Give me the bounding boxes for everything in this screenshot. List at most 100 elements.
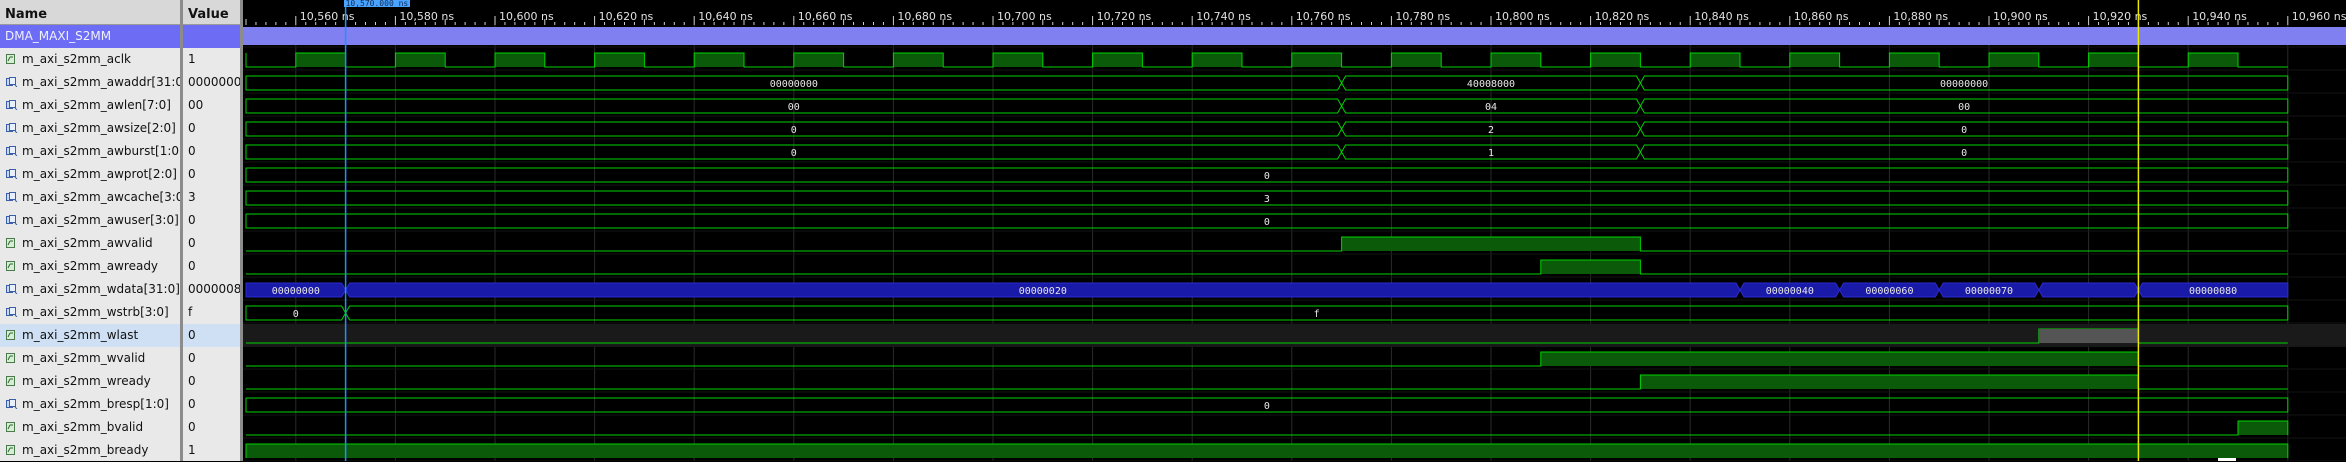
aclk-high-phase	[993, 53, 1043, 67]
signal-row-m-axi-s2mm-wready[interactable]: m_axi_s2mm_wready	[0, 370, 180, 393]
value-header[interactable]: Value	[183, 0, 240, 25]
ruler-tick-label: 10,580 ns	[399, 10, 454, 23]
signal-row-m-axi-s2mm-wstrb[interactable]: m_axi_s2mm_wstrb[3:0]	[0, 301, 180, 324]
signal-row-m-axi-s2mm-awaddr[interactable]: m_axi_s2mm_awaddr[31:0]	[0, 71, 180, 94]
signal-value-m-axi-s2mm-wstrb[interactable]: f	[183, 301, 240, 324]
signal-value-m-axi-s2mm-aclk[interactable]: 1	[183, 48, 240, 71]
bvalid-high-pulse	[2238, 421, 2288, 435]
signal-row-m-axi-s2mm-bready[interactable]: m_axi_s2mm_bready	[0, 439, 180, 462]
signal-value-m-axi-s2mm-awburst[interactable]: 0	[183, 140, 240, 163]
signal-row-m-axi-s2mm-awcache[interactable]: m_axi_s2mm_awcache[3:0]	[0, 186, 180, 209]
signal-row-m-axi-s2mm-wdata[interactable]: m_axi_s2mm_wdata[31:0]	[0, 278, 180, 301]
bit-signal-icon	[6, 54, 18, 64]
signal-row-m-axi-s2mm-wvalid[interactable]: m_axi_s2mm_wvalid	[0, 347, 180, 370]
signal-row-m-axi-s2mm-awvalid[interactable]: m_axi_s2mm_awvalid	[0, 232, 180, 255]
signal-row-m-axi-s2mm-aclk[interactable]: m_axi_s2mm_aclk	[0, 48, 180, 71]
signal-value-m-axi-s2mm-awprot[interactable]: 0	[183, 163, 240, 186]
signal-name: m_axi_s2mm_wstrb[3:0]	[22, 301, 169, 323]
ruler-tick-label: 10,760 ns	[1296, 10, 1351, 23]
awsize-segment-label: 0	[791, 125, 797, 136]
signal-row-m-axi-s2mm-bresp[interactable]: m_axi_s2mm_bresp[1:0]	[0, 393, 180, 416]
ruler-tick-label: 10,900 ns	[1993, 10, 2048, 23]
signal-row-m-axi-s2mm-awprot[interactable]: m_axi_s2mm_awprot[2:0]	[0, 163, 180, 186]
signal-row-m-axi-s2mm-awuser[interactable]: m_axi_s2mm_awuser[3:0]	[0, 209, 180, 232]
ruler-tick-label: 10,860 ns	[1794, 10, 1849, 23]
bus-signal-icon	[6, 100, 18, 110]
signal-name: m_axi_s2mm_awlen[7:0]	[22, 94, 171, 116]
signal-row-m-axi-s2mm-wlast[interactable]: m_axi_s2mm_wlast	[0, 324, 180, 347]
waveform-canvas[interactable]: 10,560 ns 10,580 ns 10,600 ns 10,620 ns 10,6…	[243, 0, 2346, 461]
signal-row-m-axi-s2mm-awlen[interactable]: m_axi_s2mm_awlen[7:0]	[0, 94, 180, 117]
awburst-segment-label: 1	[1488, 148, 1494, 159]
ruler-tick-label: 10,660 ns	[798, 10, 853, 23]
signal-row-m-axi-s2mm-awready[interactable]: m_axi_s2mm_awready	[0, 255, 180, 278]
signal-name: m_axi_s2mm_wready	[22, 370, 151, 392]
signal-name: m_axi_s2mm_wvalid	[22, 347, 145, 369]
aclk-high-phase	[1192, 53, 1242, 67]
signal-name: m_axi_s2mm_awaddr[31:0]	[22, 71, 180, 93]
awready-high-pulse	[1541, 260, 1641, 274]
wdata-segment	[2039, 283, 2139, 297]
group-row-dma-maxi-s2mm[interactable]: DMA_MAXI_S2MM	[0, 25, 180, 48]
signal-value-m-axi-s2mm-bvalid[interactable]: 0	[183, 416, 240, 439]
wready-high-pulse	[1640, 375, 2138, 389]
wstrb-segment-label: f	[1314, 309, 1320, 320]
signal-name: m_axi_s2mm_bready	[22, 439, 149, 461]
ruler-tick-label: 10,960 ns	[2292, 10, 2346, 23]
awcache-segment-label: 3	[1264, 194, 1270, 205]
aclk-high-phase	[1391, 53, 1441, 67]
group-bar	[243, 27, 2346, 45]
ruler-tick-label: 10,560 ns	[300, 10, 355, 23]
aclk-high-phase	[1790, 53, 1840, 67]
cursor-time-flag[interactable]: 10,570.000 ns	[344, 0, 411, 7]
aclk-high-phase	[495, 53, 545, 67]
signal-value-m-axi-s2mm-awsize[interactable]: 0	[183, 117, 240, 140]
signal-value-m-axi-s2mm-wdata[interactable]: 00000080	[183, 278, 240, 301]
signal-name: m_axi_s2mm_awsize[2:0]	[22, 117, 176, 139]
signal-value-m-axi-s2mm-wvalid[interactable]: 0	[183, 347, 240, 370]
signal-value-m-axi-s2mm-awlen[interactable]: 00	[183, 94, 240, 117]
aclk-high-phase	[296, 53, 346, 67]
wdata-segment-label: 00000060	[1865, 286, 1913, 297]
wstrb-segment-label: 0	[293, 309, 299, 320]
aclk-high-phase	[1093, 53, 1143, 67]
bus-signal-icon	[6, 284, 18, 294]
bus-signal-icon	[6, 215, 18, 225]
awlen-segment-label: 00	[788, 102, 800, 113]
bready-high-pulse	[246, 444, 2288, 458]
aclk-high-phase	[794, 53, 844, 67]
bit-signal-icon	[6, 353, 18, 363]
signal-value-m-axi-s2mm-awcache[interactable]: 3	[183, 186, 240, 209]
bus-signal-icon	[6, 169, 18, 179]
ruler-tick-label: 10,820 ns	[1595, 10, 1650, 23]
signal-row-m-axi-s2mm-awburst[interactable]: m_axi_s2mm_awburst[1:0]	[0, 140, 180, 163]
awaddr-segment-label: 40008000	[1467, 79, 1515, 90]
bvalid-waveform	[246, 421, 2288, 435]
group-label: DMA_MAXI_S2MM	[5, 25, 111, 47]
wvalid-high-pulse	[1541, 352, 2139, 366]
signal-value-m-axi-s2mm-awuser[interactable]: 0	[183, 209, 240, 232]
signal-row-m-axi-s2mm-bvalid[interactable]: m_axi_s2mm_bvalid	[0, 416, 180, 439]
aclk-high-phase	[595, 53, 645, 67]
signal-name: m_axi_s2mm_awprot[2:0]	[22, 163, 177, 185]
name-header[interactable]: Name	[0, 0, 180, 25]
signal-value-m-axi-s2mm-awready[interactable]: 0	[183, 255, 240, 278]
awburst-segment-label: 0	[791, 148, 797, 159]
awlen-segment-label: 00	[1958, 102, 1970, 113]
bit-signal-icon	[6, 422, 18, 432]
signal-row-m-axi-s2mm-awsize[interactable]: m_axi_s2mm_awsize[2:0]	[0, 117, 180, 140]
signal-value-m-axi-s2mm-bready[interactable]: 1	[183, 439, 240, 462]
bit-signal-icon	[6, 445, 18, 455]
ruler-tick-label: 10,780 ns	[1395, 10, 1450, 23]
signal-name: m_axi_s2mm_awuser[3:0]	[22, 209, 179, 231]
ruler-tick-label: 10,680 ns	[897, 10, 952, 23]
signal-value-m-axi-s2mm-awaddr[interactable]: 00000000	[183, 71, 240, 94]
awlen-segment-label: 04	[1485, 102, 1497, 113]
signal-value-m-axi-s2mm-bresp[interactable]: 0	[183, 393, 240, 416]
ruler-tick-label: 10,880 ns	[1893, 10, 1948, 23]
signal-value-m-axi-s2mm-awvalid[interactable]: 0	[183, 232, 240, 255]
wlast-selected-pulse	[2039, 329, 2139, 343]
signal-value-m-axi-s2mm-wlast[interactable]: 0	[183, 324, 240, 347]
signal-value-m-axi-s2mm-wready[interactable]: 0	[183, 370, 240, 393]
awsize-segment-label: 2	[1488, 125, 1494, 136]
